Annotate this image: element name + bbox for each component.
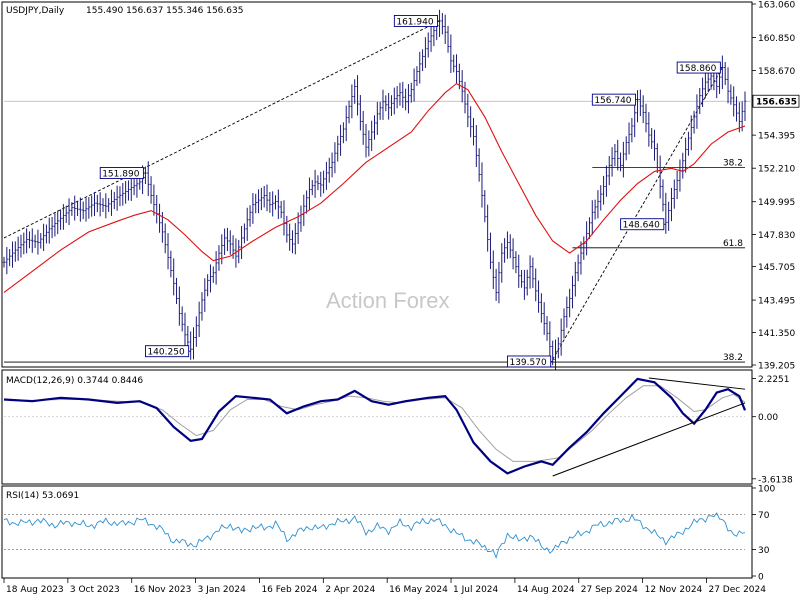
- macd-trendline-0: [648, 377, 746, 390]
- price-panel: 38.2 61.8 38.2 151.890 140.250 161.940 139.570…: [1, 1, 800, 372]
- annotation-label-5: 148.640: [623, 221, 660, 231]
- macd-y-axis: 2.2251 0.00 -3.6138: [752, 375, 793, 485]
- price-trendline-0: [3, 20, 440, 239]
- price-panel-frame: [1, 1, 753, 368]
- rsi-panel-frame: [1, 485, 753, 579]
- price-y-label-2: 158.670: [758, 67, 795, 77]
- macd-content: [3, 377, 747, 477]
- price-y-label-11: 139.205: [758, 362, 795, 372]
- price-y-label-7: 147.830: [758, 231, 795, 241]
- x-label-1: 3 Oct 2023: [70, 585, 120, 595]
- annotation-box-6: [676, 61, 721, 74]
- macd-trendline-1: [552, 402, 746, 477]
- current-price-tag: [752, 94, 800, 108]
- price-y-label-10: 141.350: [758, 329, 795, 339]
- price-y-label-6: 149.995: [758, 198, 795, 208]
- rsi-y-label-0: 100: [758, 485, 775, 495]
- x-axis: 18 Aug 2023 3 Oct 2023 16 Nov 2023 3 Jan 20…: [3, 578, 766, 595]
- price-content: 38.2 61.8 38.2 151.890 140.250 161.940 139.570…: [2, 9, 752, 372]
- macd-line: [3, 377, 747, 475]
- x-label-11: 27 Dec 2024: [708, 585, 766, 595]
- annotation-label-1: 140.250: [147, 348, 184, 358]
- annotation-box-3: [507, 355, 552, 368]
- fib-label-0: 38.2: [723, 159, 743, 169]
- price-y-label-5: 152.210: [758, 165, 795, 175]
- x-label-10: 12 Nov 2024: [645, 585, 703, 595]
- rsi-y-label-2: 30: [758, 546, 770, 556]
- x-label-6: 16 May 2024: [389, 585, 448, 595]
- x-label-4: 16 Feb 2024: [261, 585, 317, 595]
- x-label-7: 1 Jul 2024: [453, 585, 498, 595]
- price-title: USDJPY,Daily: [6, 6, 65, 16]
- x-label-2: 16 Nov 2023: [134, 585, 192, 595]
- rsi-title: RSI(14) 53.0691: [6, 491, 79, 501]
- x-label-5: 2 Apr 2024: [325, 585, 375, 595]
- annotation-label-0: 151.890: [102, 170, 139, 180]
- annotation-box-2: [393, 14, 438, 27]
- current-price-tag-label: 156.635: [756, 98, 797, 108]
- moving-average-line: [3, 82, 746, 293]
- x-label-0: 18 Aug 2023: [6, 585, 64, 595]
- price-y-label-1: 160.850: [758, 34, 795, 44]
- price-y-label-4: 154.395: [758, 132, 795, 142]
- macd-y-label-0: 2.2251: [758, 375, 790, 385]
- rsi-content: [3, 512, 746, 559]
- price-y-axis: 163.060 160.850 158.670 156.635 154.395 152.2…: [752, 1, 800, 372]
- annotation-box-5: [620, 218, 665, 231]
- fib-label-1: 61.8: [723, 239, 743, 249]
- macd-title: MACD(12,26,9) 0.3744 0.8446: [6, 376, 143, 386]
- price-y-label-0: 163.060: [758, 1, 795, 11]
- annotation-label-2: 161.940: [396, 17, 433, 27]
- macd-panel-frame: [1, 369, 753, 485]
- watermark: Action Forex: [326, 288, 450, 313]
- price-y-label-9: 143.495: [758, 297, 795, 307]
- x-label-3: 3 Jan 2024: [198, 585, 246, 595]
- rsi-panel: RSI(14) 53.0691 100 70 30 0: [1, 485, 775, 583]
- rsi-line: [3, 512, 746, 559]
- annotation-box-1: [145, 345, 190, 358]
- macd-y-label-2: -3.6138: [758, 475, 793, 485]
- price-ohlc: 155.490 156.637 155.346 156.635: [86, 6, 243, 16]
- annotation-label-6: 158.860: [679, 64, 716, 74]
- macd-y-label-1: 0.00: [758, 413, 778, 423]
- annotation-label-4: 156.740: [594, 96, 631, 106]
- rsi-y-axis: 100 70 30 0: [752, 485, 775, 583]
- macd-panel: MACD(12,26,9) 0.3744 0.8446 2.2251 0.00 -3…: [1, 369, 793, 485]
- annotation-box-0: [99, 167, 144, 179]
- annotation-box-4: [591, 93, 636, 106]
- x-label-9: 27 Sep 2024: [581, 585, 638, 595]
- fib-label-2: 38.2: [723, 353, 743, 363]
- rsi-y-label-3: 0: [758, 573, 764, 583]
- x-label-8: 14 Aug 2024: [517, 585, 575, 595]
- annotation-label-3: 139.570: [509, 358, 546, 368]
- rsi-y-label-1: 70: [758, 511, 770, 521]
- price-y-label-8: 145.705: [758, 263, 795, 273]
